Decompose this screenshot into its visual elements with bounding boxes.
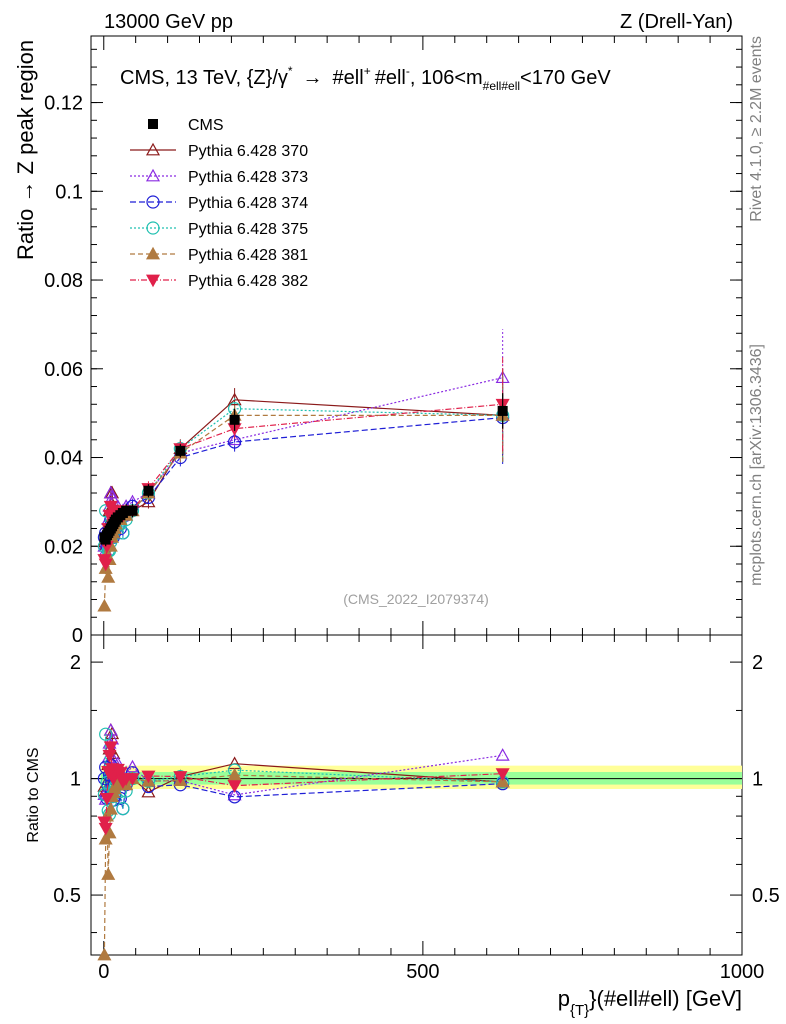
analysis-id: (CMS_2022_I2079374) — [343, 591, 489, 607]
series-4-point — [97, 598, 112, 612]
series-4-ratio-point — [101, 867, 116, 880]
series-1-ratio-line — [103, 730, 503, 800]
series-0-point — [227, 392, 242, 406]
ratio-tick-label: 1 — [70, 769, 81, 791]
y-tick-label: 0.1 — [55, 181, 83, 203]
mcplots-credit: mcplots.cern.ch [arXiv:1306.3436] — [748, 344, 765, 586]
x-tick-label: 1000 — [720, 961, 765, 983]
series-5-ratio-point — [98, 822, 113, 836]
series-3-line — [103, 408, 503, 552]
series-1-ratio-point — [495, 748, 510, 761]
series-5-ratio-point — [227, 780, 242, 793]
x-axis-label: p{T}}(#ell#ell) [GeV] — [558, 986, 742, 1019]
series-5-point — [98, 558, 113, 572]
series-3-ratio-point — [99, 727, 113, 741]
legend-label-1: Pythia 6.428 373 — [188, 169, 308, 186]
series-5-ratio-point — [141, 770, 156, 784]
legend-label-4: Pythia 6.428 381 — [188, 247, 308, 264]
series-1-point — [103, 485, 118, 499]
y-tick-label: 0.12 — [44, 93, 83, 115]
series-4-ratio-point — [103, 801, 118, 815]
y-tick-label: 0 — [72, 625, 83, 647]
series-1-ratio-point — [227, 787, 242, 801]
header-right: Z (Drell-Yan) — [620, 11, 733, 33]
series-5-ratio-point — [125, 773, 140, 786]
ratio-tick-label: 2 — [70, 652, 81, 674]
series-3-ratio-point — [116, 802, 130, 816]
legend-marker-3 — [146, 221, 160, 235]
y-axis-ticks: 0 0.02 0.04 0.06 0.08 0.1 0.12 — [44, 48, 742, 647]
x-tick-label: 0 — [98, 961, 109, 983]
series-2-line — [103, 416, 503, 547]
ratio-tick-label-right: 1 — [752, 769, 763, 791]
y-tick-label: 0.08 — [44, 270, 83, 292]
series-4-point — [101, 570, 116, 583]
series-5-ratio-point — [113, 767, 128, 780]
data-point — [175, 445, 186, 456]
series-4-ratio-point — [98, 831, 113, 845]
series-5-ratio-point — [99, 792, 114, 806]
ratio-axis-label: Ratio to CMS — [25, 747, 42, 842]
legend-marker-1 — [145, 168, 161, 182]
data-point — [127, 505, 138, 516]
legend-marker-2 — [146, 195, 160, 209]
ratio-series — [97, 723, 510, 961]
series-5-ratio-point — [495, 768, 510, 781]
data-point — [497, 405, 508, 416]
legend-marker-4 — [145, 246, 161, 260]
y-tick-label: 0.04 — [44, 448, 83, 470]
legend-label-3: Pythia 6.428 375 — [188, 221, 308, 238]
legend-label-2: Pythia 6.428 374 — [188, 195, 308, 212]
series-5-line — [103, 403, 503, 565]
series-4-ratio-line — [103, 774, 503, 956]
series-4-ratio-point — [495, 774, 510, 788]
series-0-point — [141, 494, 156, 508]
legend-label-0: Pythia 6.428 370 — [188, 143, 308, 160]
legend-label-5: Pythia 6.428 382 — [188, 273, 308, 290]
series-4-line — [103, 414, 503, 607]
legend: CMS Pythia 6.428 370 Pythia 6.428 373 Pythi… — [130, 117, 308, 290]
y-tick-label: 0.02 — [44, 536, 83, 558]
ratio-uncertainty-bands — [91, 765, 742, 789]
legend-marker-0 — [145, 142, 161, 156]
series-5-ratio-point — [173, 771, 188, 784]
main-series — [97, 329, 510, 612]
series-1-point — [227, 432, 242, 446]
legend-label-cms: CMS — [188, 117, 224, 134]
data-point — [121, 505, 132, 516]
legend-marker-5 — [145, 274, 161, 288]
ratio-axis-ticks: 0.5 0.5 1 1 2 2 — [53, 652, 780, 934]
header-left: 13000 GeV pp — [104, 11, 233, 33]
data-point — [143, 485, 154, 496]
plot-title: CMS, 13 TeV, {Z}/γ* → #ell+ #ell-, 106<m#el… — [120, 64, 611, 93]
ratio-tick-label: 0.5 — [53, 885, 81, 907]
y-axis-label: Ratio → Z peak region — [13, 40, 38, 260]
legend-marker-cms — [148, 119, 158, 129]
ratio-tick-label-right: 0.5 — [752, 885, 780, 907]
data-point — [229, 414, 240, 425]
x-axis-ticks: 0 500 1000 — [98, 36, 764, 983]
series-4-ratio-point — [97, 947, 112, 961]
series-5-ratio-point — [103, 741, 118, 755]
y-tick-label: 0.06 — [44, 359, 83, 381]
rivet-version: Rivet 4.1.0, ≥ 2.2M events — [748, 36, 765, 222]
x-tick-label: 500 — [406, 961, 439, 983]
series-5-ratio-point — [97, 816, 112, 830]
ratio-tick-label-right: 2 — [752, 652, 763, 674]
series-4-ratio-point — [227, 767, 242, 781]
ratio-plot-frame — [90, 634, 743, 956]
